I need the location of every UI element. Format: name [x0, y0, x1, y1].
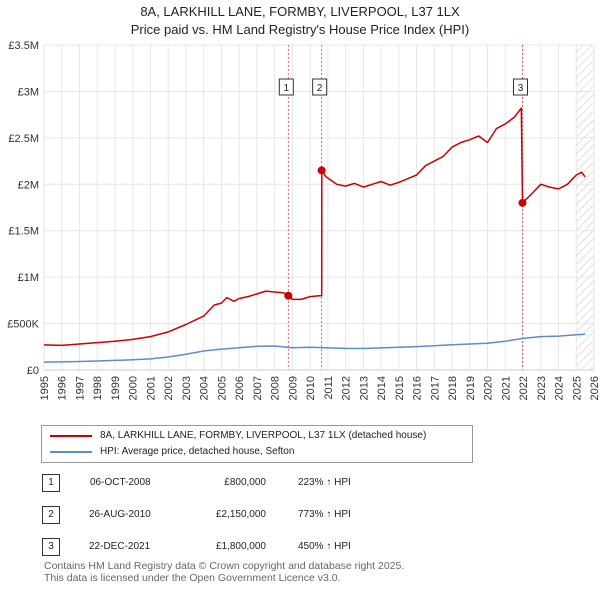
sale-point [518, 198, 527, 207]
sale-label-text: 3 [518, 83, 524, 94]
legend-item-property: 8A, LARKHILL LANE, FORMBY, LIVERPOOL, L3… [42, 428, 472, 444]
property-price-line [43, 107, 586, 347]
transaction-number: 3 [42, 538, 60, 556]
x-tick-label: 2006 [234, 376, 246, 400]
transaction-date: 06-OCT-2008 [90, 477, 151, 488]
transaction-hpi: 223% ↑ HPI [298, 477, 351, 488]
x-tick-label: 2026 [589, 376, 600, 400]
x-tick-label: 2025 [571, 376, 583, 400]
x-tick-label: 2019 [465, 376, 477, 400]
hpi-line [43, 333, 586, 363]
y-tick-label: £2M [18, 179, 39, 191]
x-tick-label: 2004 [199, 376, 211, 400]
x-tick-label: 2022 [518, 376, 530, 400]
x-tick-label: 2016 [412, 376, 424, 400]
transaction-row: 2 26-AUG-2010 £2,150,000 773% ↑ HPI [0, 506, 600, 526]
transaction-price: £800,000 [224, 477, 266, 488]
legend-swatch-hpi [50, 451, 92, 453]
transaction-date: 22-DEC-2021 [89, 541, 151, 552]
x-tick-label: 2002 [163, 376, 175, 400]
x-tick-label: 2023 [536, 376, 548, 400]
x-tick-label: 2011 [323, 376, 335, 400]
y-tick-label: £500K [7, 319, 39, 331]
x-tick-label: 2015 [394, 376, 406, 400]
x-tick-label: 2013 [358, 376, 370, 400]
x-tick-label: 2014 [376, 376, 388, 400]
x-tick-label: 2009 [287, 376, 299, 400]
x-tick-label: 1999 [110, 376, 122, 400]
sale-label-box [278, 78, 294, 96]
transaction-price: £1,800,000 [215, 541, 266, 552]
x-tick-label: 1998 [92, 376, 104, 400]
y-tick-label: £1M [18, 272, 39, 284]
plot-area [44, 45, 594, 370]
x-tick-label: 2001 [145, 376, 157, 400]
transaction-row: 3 22-DEC-2021 £1,800,000 450% ↑ HPI [0, 538, 600, 558]
legend-swatch-property [50, 435, 92, 437]
x-tick-label: 2010 [305, 376, 317, 400]
sale-point [317, 166, 326, 175]
y-tick-label: £0 [27, 365, 39, 377]
transaction-number: 1 [42, 474, 60, 492]
footer: Contains HM Land Registry data © Crown c… [44, 560, 404, 584]
sale-label-text: 1 [284, 83, 290, 94]
sale-point [284, 291, 293, 300]
x-tick-label: 2017 [429, 376, 441, 400]
sale-label-box [513, 78, 528, 96]
forecast-hatch [576, 45, 594, 370]
x-tick-label: 1997 [74, 376, 86, 400]
footer-copyright: Contains HM Land Registry data © Crown c… [44, 560, 405, 572]
x-tick-label: 1995 [39, 376, 51, 400]
transaction-number: 2 [42, 506, 60, 524]
transaction-hpi: 450% ↑ HPI [298, 541, 351, 552]
chart-subtitle: Price paid vs. HM Land Registry's House … [130, 22, 470, 37]
x-tick-label: 2018 [447, 376, 459, 400]
x-tick-label: 2005 [216, 376, 228, 400]
transaction-price: £2,150,000 [215, 509, 266, 520]
y-tick-label: £1.5M [8, 226, 39, 238]
transaction-date: 26-AUG-2010 [89, 509, 151, 520]
sale-label-text: 2 [317, 83, 323, 94]
x-tick-label: 2007 [252, 376, 264, 400]
x-tick-label: 2021 [500, 376, 512, 400]
sale-label-box [312, 78, 328, 96]
y-tick-label: £3.5M [8, 40, 39, 52]
x-tick-label: 2008 [270, 376, 282, 400]
price-chart: 1 2 3 £0 £500K £1M £1.5M £2M £2.5M £3M £3.5M 1995 1… [7, 40, 600, 400]
footer-licence: This data is licensed under the Open Gov… [44, 572, 341, 584]
x-tick-label: 2000 [128, 376, 140, 400]
transaction-row: 1 06-OCT-2008 £800,000 223% ↑ HPI [0, 474, 600, 494]
legend-label-property: 8A, LARKHILL LANE, FORMBY, LIVERPOOL, L3… [100, 430, 427, 441]
legend: 8A, LARKHILL LANE, FORMBY, LIVERPOOL, L3… [41, 425, 473, 463]
y-tick-label: £2.5M [8, 133, 39, 145]
y-tick-label: £3M [18, 86, 39, 98]
legend-item-hpi: HPI: Average price, detached house, Seft… [42, 444, 472, 460]
x-tick-label: 2003 [181, 376, 193, 400]
x-tick-label: 1996 [57, 376, 69, 400]
legend-label-hpi: HPI: Average price, detached house, Seft… [100, 446, 295, 457]
transaction-hpi: 773% ↑ HPI [298, 509, 351, 520]
x-tick-label: 2020 [483, 376, 495, 400]
x-tick-label: 2012 [341, 376, 353, 400]
x-tick-label: 2024 [554, 376, 566, 400]
chart-title: 8A, LARKHILL LANE, FORMBY, LIVERPOOL, L3… [140, 4, 460, 19]
